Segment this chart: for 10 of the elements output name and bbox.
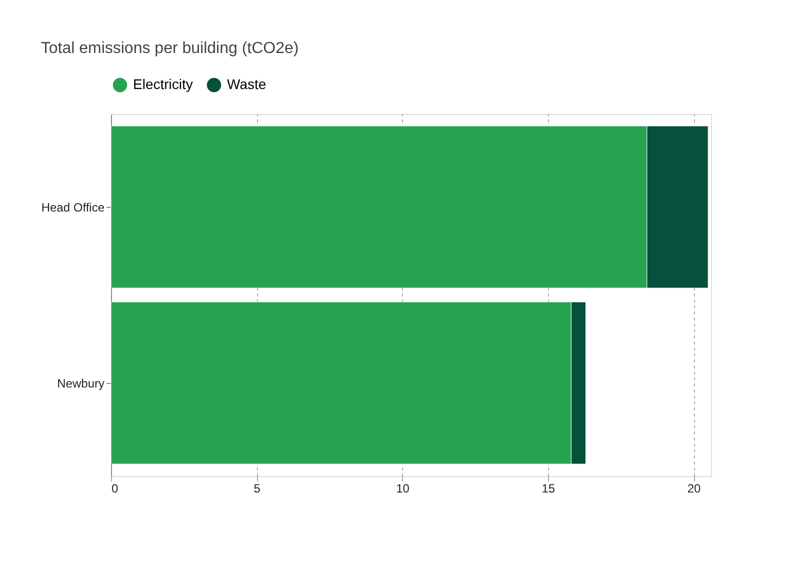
x-tick-label: 15 <box>542 482 556 496</box>
legend-label: Waste <box>227 76 266 92</box>
y-tick-label: Newbury <box>57 376 104 390</box>
x-tick-label: 5 <box>254 482 261 496</box>
chart-title: Total emissions per building (tCO2e) <box>40 40 299 57</box>
x-tick-label: 0 <box>112 482 118 496</box>
x-tick-label: 10 <box>396 482 410 496</box>
x-tick-label: 20 <box>687 482 702 496</box>
y-tick-label: Head Office <box>41 200 105 214</box>
legend-label: Electricity <box>133 76 193 92</box>
